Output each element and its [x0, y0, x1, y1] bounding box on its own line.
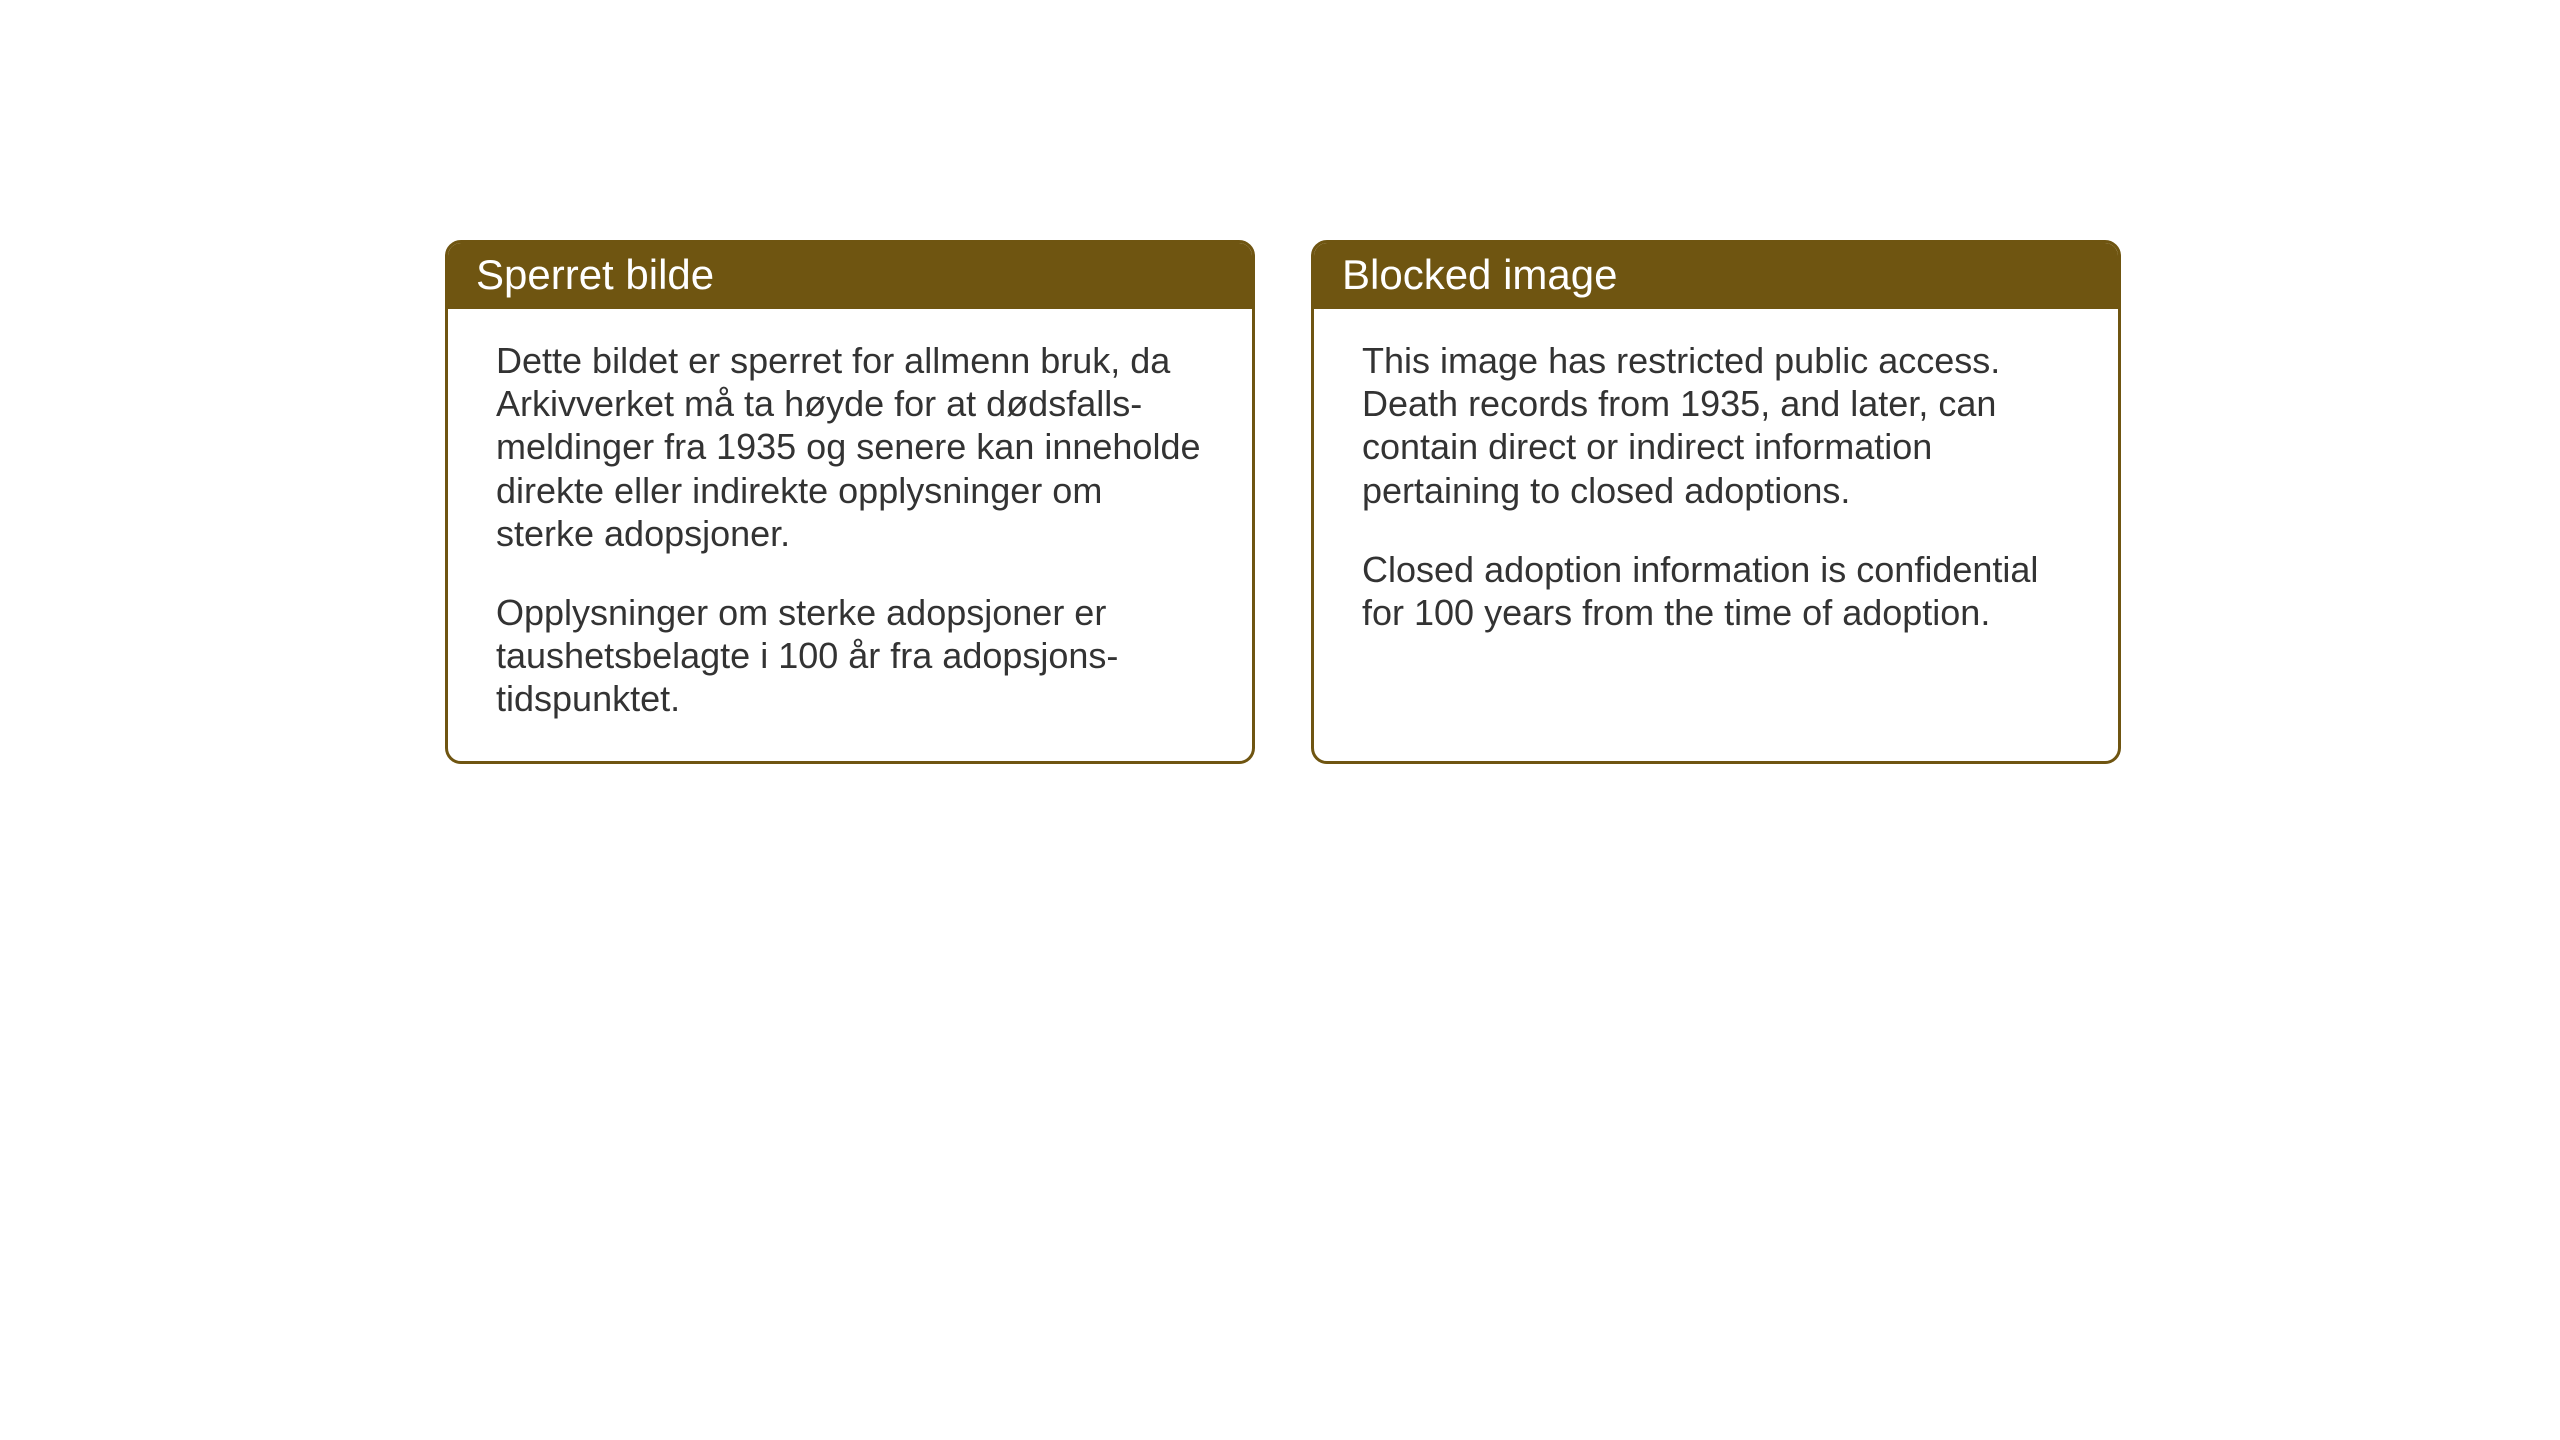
notice-body-english: This image has restricted public access.…	[1314, 309, 2118, 674]
notice-paragraph: This image has restricted public access.…	[1362, 339, 2070, 512]
notice-container: Sperret bilde Dette bildet er sperret fo…	[445, 240, 2121, 764]
notice-title-english: Blocked image	[1314, 243, 2118, 309]
notice-paragraph: Opplysninger om sterke adopsjoner er tau…	[496, 591, 1204, 721]
notice-card-norwegian: Sperret bilde Dette bildet er sperret fo…	[445, 240, 1255, 764]
notice-paragraph: Closed adoption information is confident…	[1362, 548, 2070, 634]
notice-title-norwegian: Sperret bilde	[448, 243, 1252, 309]
notice-body-norwegian: Dette bildet er sperret for allmenn bruk…	[448, 309, 1252, 761]
notice-card-english: Blocked image This image has restricted …	[1311, 240, 2121, 764]
notice-paragraph: Dette bildet er sperret for allmenn bruk…	[496, 339, 1204, 555]
